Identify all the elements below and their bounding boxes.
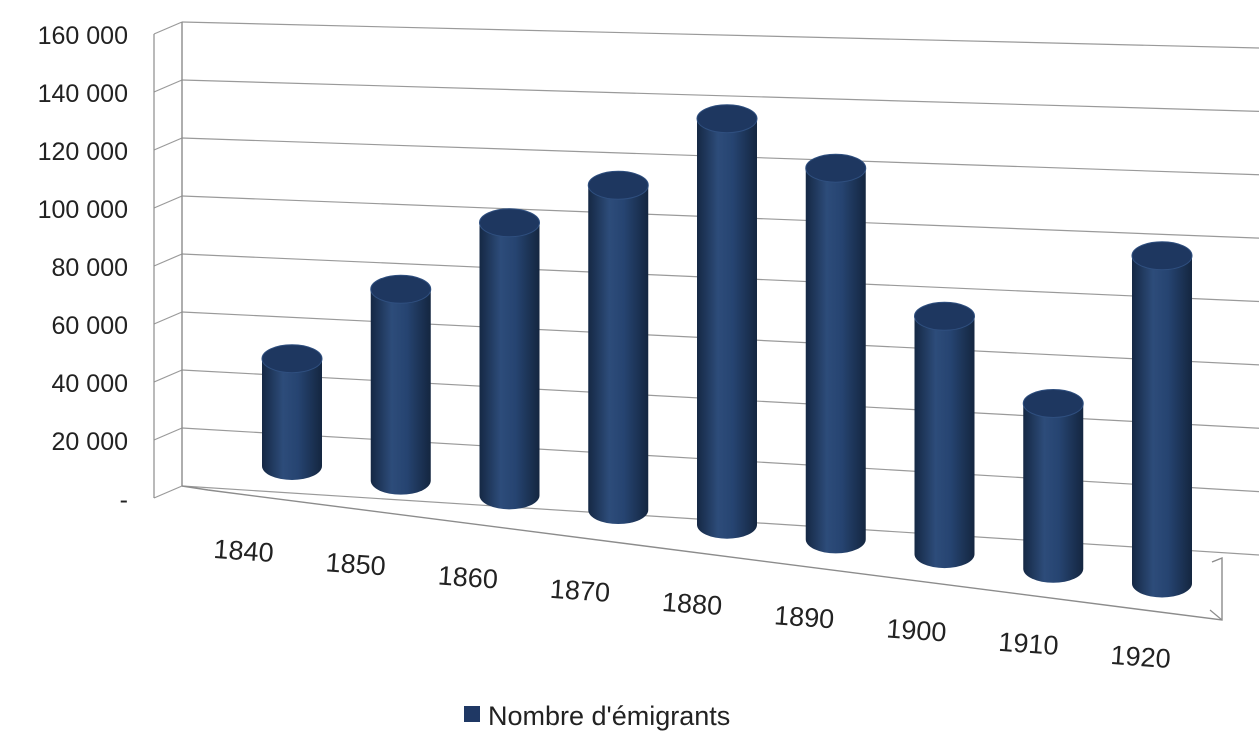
bar-1880	[696, 104, 758, 539]
bar-1850	[370, 274, 432, 495]
side-wall-gridline	[153, 137, 183, 151]
bar-top	[370, 274, 432, 304]
x-tick-label: 1870	[549, 574, 611, 608]
bar-body	[1023, 403, 1084, 583]
bar-body	[697, 118, 757, 539]
side-wall-gridline	[153, 369, 183, 383]
bar-top	[587, 170, 649, 200]
side-wall-gridline	[153, 79, 183, 93]
y-axis-tick-labels: - 20 000 40 000 60 000 80 000 100 000 120 000 1…	[38, 22, 128, 514]
x-tick-label: 1920	[1110, 640, 1172, 674]
legend: Nombre d'émigrants	[464, 701, 730, 731]
gridline	[181, 21, 1259, 49]
bar-1840	[261, 344, 323, 480]
x-tick-label: 1860	[437, 560, 499, 594]
legend-label: Nombre d'émigrants	[488, 701, 730, 731]
bar-body	[479, 222, 540, 510]
bars	[261, 104, 1193, 598]
side-wall-gridline	[153, 253, 183, 267]
x-tick-label: 1880	[661, 587, 723, 621]
y-tick-label: 60 000	[52, 312, 128, 340]
x-tick-label: 1850	[325, 547, 387, 581]
y-tick-label: 40 000	[52, 370, 128, 398]
bar-body	[370, 289, 431, 495]
bar-top	[696, 104, 758, 134]
y-tick-label: 100 000	[38, 196, 128, 224]
y-tick-label: 80 000	[52, 254, 128, 282]
side-wall-gridline	[153, 485, 183, 499]
axes	[153, 22, 1223, 621]
bar-1900	[914, 301, 975, 569]
y-tick-label: -	[120, 486, 128, 514]
bar-top	[1131, 241, 1193, 271]
bar-1920	[1131, 241, 1193, 598]
bar-top	[1022, 388, 1084, 418]
bar-1890	[805, 153, 867, 554]
bar-top	[914, 301, 975, 331]
y-tick-label: 140 000	[38, 80, 128, 108]
bar-body	[914, 316, 975, 569]
x-tick-label: 1840	[213, 534, 275, 568]
bar-1870	[587, 170, 649, 525]
y-tick-label: 160 000	[38, 22, 128, 50]
bar-1860	[479, 208, 540, 510]
x-tick-label: 1910	[998, 627, 1060, 661]
x-tick-label: 1890	[773, 600, 835, 634]
side-wall-gridline	[153, 21, 183, 35]
side-wall-gridline	[153, 195, 183, 209]
bar-top	[805, 153, 867, 183]
side-wall-gridline	[153, 427, 183, 441]
gridline	[181, 79, 1259, 112]
legend-swatch	[464, 706, 480, 722]
x-tick-label: 1900	[885, 613, 947, 647]
y-tick-label: 120 000	[38, 138, 128, 166]
x-axis-tick-labels: 1840 1850 1860 1870 1880 1890 1900 1910 1920	[213, 534, 1172, 674]
bar-body	[588, 185, 649, 525]
bar-top	[479, 208, 540, 238]
y-tick-label: 20 000	[52, 428, 128, 456]
bar-body	[1132, 255, 1192, 598]
side-wall-gridline	[153, 311, 183, 325]
bar-body	[805, 168, 866, 554]
bar-body	[262, 358, 322, 480]
bar-top	[261, 344, 323, 374]
bar-1910	[1022, 388, 1084, 583]
floor-edge	[1209, 609, 1223, 621]
